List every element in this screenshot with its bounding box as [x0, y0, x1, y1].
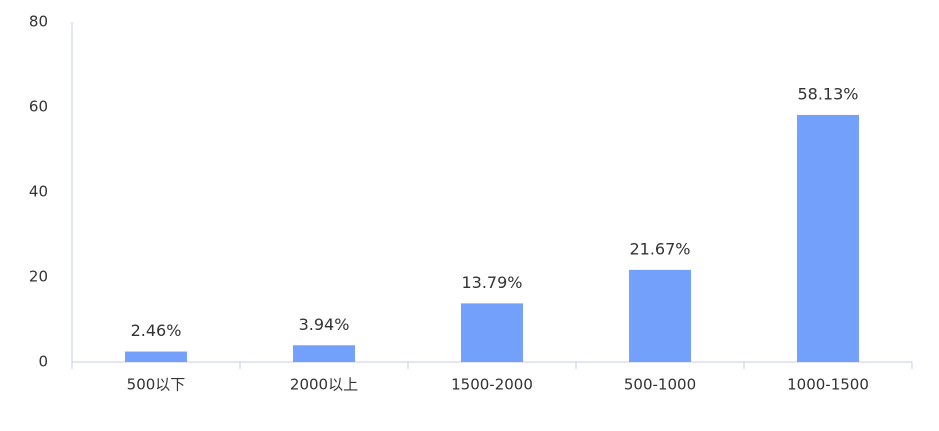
x-tick-label: 1500-2000 [451, 376, 533, 394]
y-tick-label: 80 [29, 13, 48, 31]
value-label: 13.79% [461, 273, 522, 292]
bar [125, 351, 187, 362]
x-tick-label: 2000以上 [290, 376, 358, 394]
y-tick-label: 40 [29, 183, 48, 201]
bar [461, 303, 523, 362]
x-tick-label: 500-1000 [624, 376, 696, 394]
value-label: 58.13% [797, 84, 858, 103]
y-tick-label: 20 [29, 268, 48, 286]
y-tick-label: 0 [38, 353, 48, 371]
bar [797, 114, 859, 362]
value-label: 21.67% [629, 239, 690, 258]
x-tick-label: 500以下 [127, 376, 186, 394]
value-label: 3.94% [299, 315, 350, 334]
value-label: 2.46% [131, 321, 182, 340]
bar [293, 345, 355, 362]
x-tick-label: 1000-1500 [787, 376, 869, 394]
y-tick-label: 60 [29, 98, 48, 116]
bar [629, 269, 691, 362]
